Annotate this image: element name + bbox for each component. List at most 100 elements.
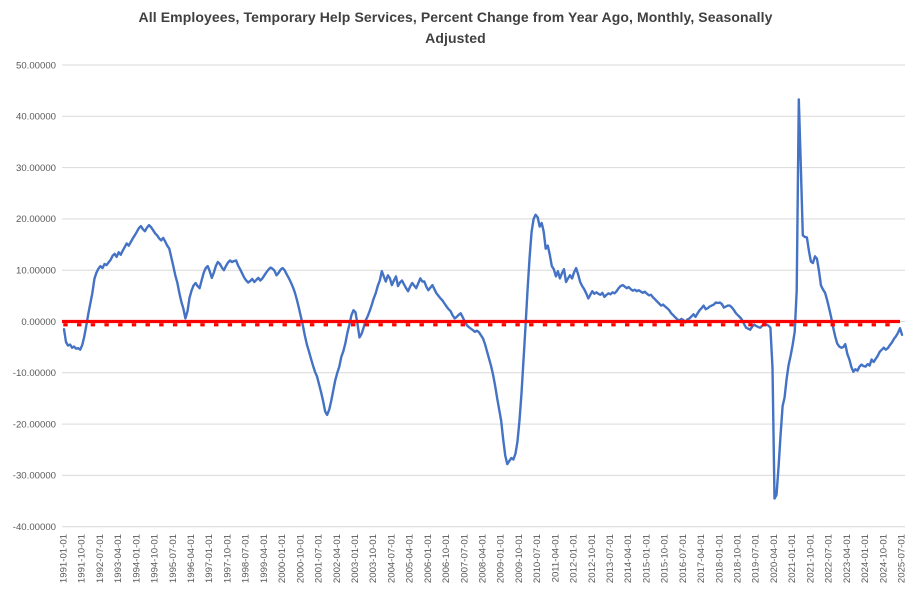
zero-line-marker <box>433 323 438 327</box>
y-axis-label: -30.00000 <box>13 471 56 482</box>
x-axis-label: 1997-01-01 <box>204 534 215 583</box>
zero-line-marker <box>803 323 808 327</box>
zero-line-marker <box>131 323 137 327</box>
zero-line-marker <box>720 323 726 327</box>
y-axis-label: -20.00000 <box>13 419 56 430</box>
zero-line-marker <box>351 323 356 327</box>
x-axis-label: 2015-10-01 <box>660 534 671 583</box>
y-axis-label: 20.00000 <box>16 214 56 225</box>
zero-line-marker <box>542 323 548 327</box>
zero-line-marker <box>323 323 328 327</box>
zero-line-marker <box>104 323 109 327</box>
zero-line-marker <box>405 323 411 327</box>
zero-line-marker <box>200 323 205 327</box>
x-axis-label: 2005-04-01 <box>405 534 416 583</box>
zero-line-marker <box>666 323 671 327</box>
x-axis-label: 2012-01-01 <box>569 534 580 583</box>
zero-line-marker <box>186 323 191 327</box>
x-axis-label: 1995-07-01 <box>168 534 179 583</box>
x-axis-label: 2025-07-01 <box>897 534 908 583</box>
x-axis-label: 2024-10-01 <box>878 534 889 583</box>
x-axis-label: 1994-10-01 <box>150 534 161 583</box>
x-axis-label: 2024-01-01 <box>860 534 871 583</box>
zero-line-marker <box>214 323 219 327</box>
zero-line-marker <box>460 323 465 327</box>
x-axis-label: 2002-04-01 <box>332 534 343 583</box>
x-axis-label: 2000-01-01 <box>277 534 288 583</box>
zero-line-marker <box>63 323 68 327</box>
x-axis-label: 2008-04-01 <box>478 534 489 583</box>
y-axis-label: 10.00000 <box>16 266 56 277</box>
zero-line-marker <box>337 323 342 327</box>
zero-line-marker <box>77 323 82 327</box>
x-axis-label: 2001-07-01 <box>314 534 325 583</box>
zero-line-marker <box>255 323 260 327</box>
x-axis-label: 2015-01-01 <box>641 534 652 583</box>
zero-line-marker <box>515 323 520 327</box>
x-axis-label: 2003-10-01 <box>368 534 379 583</box>
zero-line-marker <box>748 323 753 327</box>
zero-line-marker <box>693 323 698 327</box>
x-axis-label: 1994-01-01 <box>131 534 142 583</box>
zero-line-marker <box>90 323 96 327</box>
x-axis-label: 1991-10-01 <box>77 534 88 583</box>
x-axis-label: 2021-10-01 <box>805 534 816 583</box>
y-axis-label: -10.00000 <box>13 368 56 379</box>
zero-line-marker <box>583 323 589 327</box>
x-axis-label: 2009-01-01 <box>496 534 507 583</box>
zero-line-marker <box>268 323 274 327</box>
y-axis-label: 50.00000 <box>16 60 56 71</box>
x-axis-label: 2006-10-01 <box>441 534 452 583</box>
zero-line-marker <box>844 323 849 327</box>
data-series-line <box>62 98 904 500</box>
zero-line-marker <box>446 323 452 327</box>
x-axis-label: 2007-07-01 <box>459 534 470 583</box>
y-axis-label: -40.00000 <box>13 522 56 533</box>
zero-line-marker <box>830 323 835 327</box>
x-axis-label: 2012-10-01 <box>587 534 598 583</box>
x-axis-label: 2013-07-01 <box>605 534 616 583</box>
chart-title-line2: Adjusted <box>425 30 486 46</box>
x-axis-label: 2022-07-01 <box>824 534 835 583</box>
x-axis-label: 2014-04-01 <box>623 534 634 583</box>
x-axis-label: 1999-04-01 <box>259 534 270 583</box>
chart-title: All Employees, Temporary Help Services, … <box>0 7 911 49</box>
x-axis-label: 1997-10-01 <box>223 534 234 583</box>
zero-line-marker <box>501 323 507 327</box>
zero-line-marker <box>789 323 794 327</box>
x-axis-label: 2004-07-01 <box>386 534 397 583</box>
zero-line-marker <box>227 323 233 327</box>
x-axis-label: 2009-10-01 <box>514 534 525 583</box>
y-axis-label: 30.00000 <box>16 163 56 174</box>
x-axis-label: 2021-01-01 <box>787 534 798 583</box>
zero-line-marker <box>241 323 246 327</box>
zero-line-marker <box>364 323 370 327</box>
x-axis-label: 2018-01-01 <box>714 534 725 583</box>
x-axis-label: 2017-04-01 <box>696 534 707 583</box>
x-axis-label: 2011-04-01 <box>550 534 561 582</box>
zero-line-marker <box>529 323 534 327</box>
zero-line-marker <box>282 323 287 327</box>
x-axis-label: 2003-01-01 <box>350 534 361 583</box>
x-axis-label: 1991-01-01 <box>59 534 70 583</box>
x-axis-label: 2020-04-01 <box>769 534 780 583</box>
x-axis-label: 1992-07-01 <box>95 534 106 583</box>
y-axis-label: 40.00000 <box>16 112 56 123</box>
zero-line-marker <box>556 323 561 327</box>
zero-line-marker <box>309 323 315 327</box>
zero-line-marker <box>159 323 164 327</box>
zero-line-marker <box>145 323 150 327</box>
zero-line-marker <box>378 323 383 327</box>
zero-line-marker <box>488 323 493 327</box>
zero-line-marker <box>597 323 602 327</box>
zero-line-marker <box>885 323 890 327</box>
y-axis-label: 0.00000 <box>21 317 56 328</box>
zero-line-marker <box>638 323 644 327</box>
zero-line-marker <box>857 323 863 327</box>
zero-line-marker <box>775 323 781 327</box>
x-axis-label: 2016-07-01 <box>678 534 689 583</box>
zero-line-marker <box>172 323 178 327</box>
x-axis-label: 2006-01-01 <box>423 534 434 583</box>
chart-title-line1: All Employees, Temporary Help Services, … <box>138 9 773 25</box>
